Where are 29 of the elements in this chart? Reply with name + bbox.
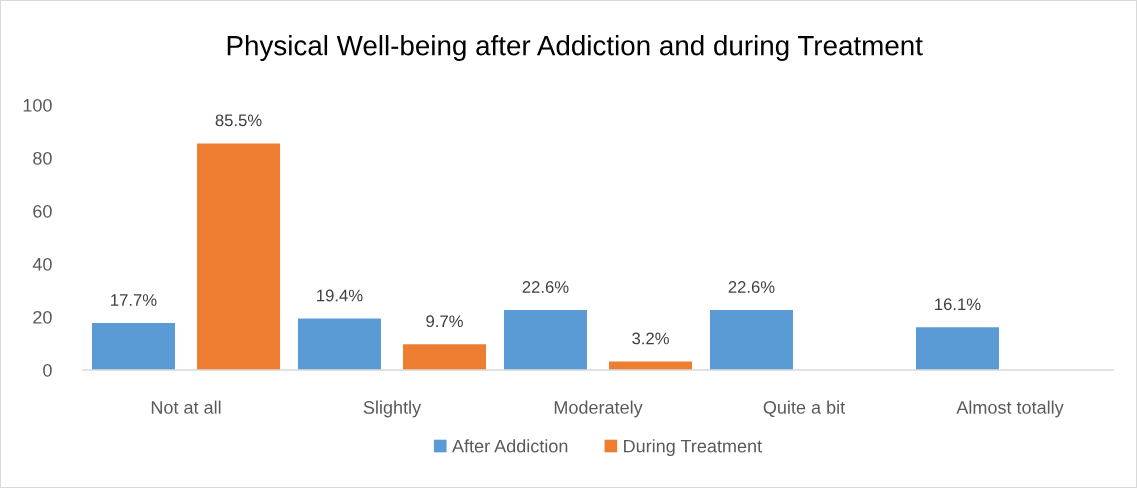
y-tick-label: 60 (33, 204, 52, 218)
legend-label: After Addiction (452, 439, 568, 453)
y-tick-label: 80 (33, 151, 52, 165)
y-tick-label: 100 (23, 98, 52, 112)
x-tick-label: Quite a bit (763, 400, 846, 418)
data-label: 85.5% (215, 114, 262, 127)
legend-label: During Treatment (624, 439, 762, 457)
y-tick-label: 20 (33, 310, 52, 324)
bar (197, 143, 281, 370)
y-tick-label: 40 (32, 257, 52, 271)
bar (709, 310, 793, 370)
x-tick-label: Moderately (554, 400, 643, 418)
y-tick-label: 0 (43, 363, 52, 377)
x-tick-label: Not at all (151, 400, 221, 414)
data-label: 22.6% (522, 281, 569, 293)
x-tick-label: Slightly (363, 400, 422, 418)
data-label: 3.2% (632, 332, 669, 345)
bar (503, 310, 587, 370)
bar (403, 344, 487, 370)
data-label: 22.6% (728, 281, 775, 293)
bar (915, 327, 999, 370)
chart-title: Physical Well-being after Addiction and during Treatment (227, 35, 923, 61)
data-label: 19.4% (317, 289, 363, 302)
bar (91, 323, 175, 370)
x-tick-label: Almost totally (956, 400, 1064, 418)
bar (297, 318, 381, 370)
data-label: 17.7% (111, 294, 157, 306)
data-label: 16.1% (935, 298, 981, 311)
data-label: 9.7% (426, 315, 463, 328)
